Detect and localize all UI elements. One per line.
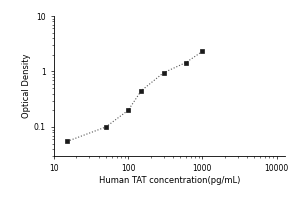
X-axis label: Human TAT concentration(pg/mL): Human TAT concentration(pg/mL) <box>99 176 240 185</box>
Y-axis label: Optical Density: Optical Density <box>22 54 31 118</box>
